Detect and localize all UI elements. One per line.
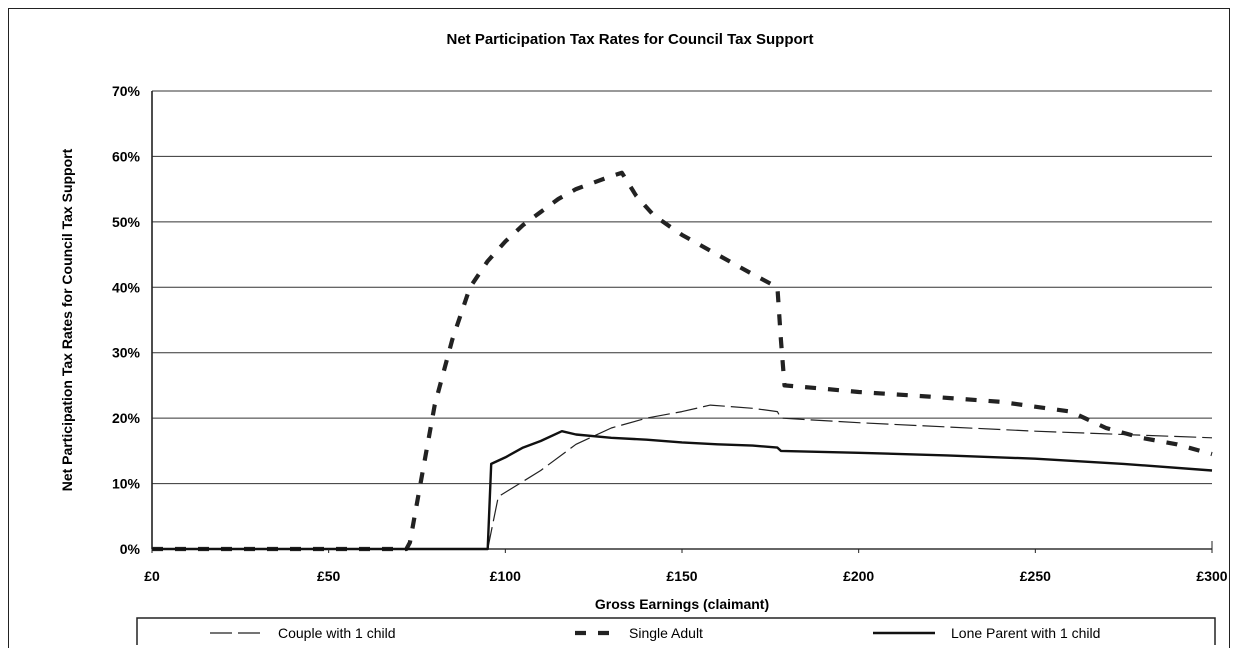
y-axis-label: Net Participation Tax Rates for Council … — [59, 148, 75, 491]
series-line-1 — [152, 170, 1213, 552]
x-tick-label: £50 — [317, 568, 341, 584]
chart-frame — [8, 8, 1230, 648]
plot-area — [152, 170, 1213, 552]
chart-title: Net Participation Tax Rates for Council … — [447, 31, 814, 48]
x-tick-label: £300 — [1196, 568, 1227, 584]
legend-label-0: Couple with 1 child — [278, 625, 396, 641]
legend-label-1: Single Adult — [629, 625, 703, 641]
x-tick-label: £200 — [843, 568, 874, 584]
legend-label-2: Lone Parent with 1 child — [951, 625, 1100, 641]
series-line-2 — [152, 430, 1213, 551]
legend-box — [136, 617, 1216, 645]
legend: Couple with 1 child Single Adult Lone Pare… — [136, 617, 1216, 645]
x-tick-label: £0 — [144, 568, 160, 584]
y-tick-label: 10% — [112, 476, 141, 492]
x-tick-label: £100 — [490, 568, 521, 584]
y-tick-label: 0% — [120, 541, 141, 557]
y-tick-label: 70% — [112, 83, 141, 99]
x-tick-label: £250 — [1020, 568, 1051, 584]
y-tick-label: 20% — [112, 410, 141, 426]
x-axis-ticks: £0 £50 £100 £150 £200 £250 £300 — [144, 549, 1228, 584]
y-tick-label: 30% — [112, 345, 141, 361]
x-tick-label: £150 — [666, 568, 697, 584]
y-tick-label: 50% — [112, 214, 141, 230]
series-line-0 — [152, 404, 1213, 550]
gridlines — [151, 90, 1213, 550]
y-tick-label: 60% — [112, 148, 141, 164]
y-axis-ticks: 0% 10% 20% 30% 40% 50% 60% 70% — [112, 83, 141, 557]
x-axis-label: Gross Earnings (claimant) — [595, 596, 769, 612]
y-tick-label: 40% — [112, 279, 141, 295]
